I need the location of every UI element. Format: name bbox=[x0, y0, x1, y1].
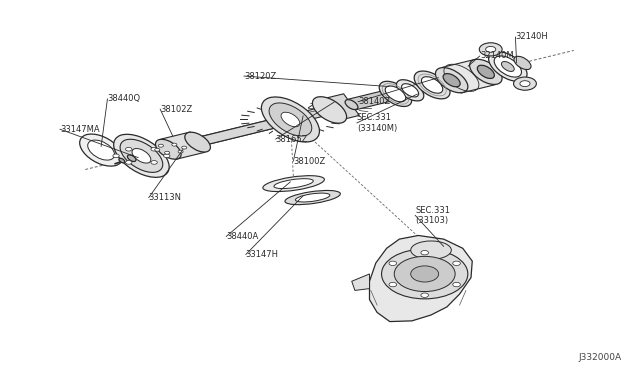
Ellipse shape bbox=[120, 139, 163, 172]
Circle shape bbox=[125, 147, 132, 151]
Text: J332000A: J332000A bbox=[578, 353, 621, 362]
Ellipse shape bbox=[494, 56, 522, 77]
Text: 33147MA: 33147MA bbox=[60, 125, 99, 134]
Ellipse shape bbox=[261, 97, 319, 142]
Polygon shape bbox=[195, 115, 293, 146]
Ellipse shape bbox=[312, 97, 347, 123]
Polygon shape bbox=[161, 132, 205, 159]
Ellipse shape bbox=[296, 193, 330, 202]
Ellipse shape bbox=[396, 80, 424, 101]
Text: 33113N: 33113N bbox=[148, 193, 182, 202]
Polygon shape bbox=[442, 59, 495, 93]
Ellipse shape bbox=[132, 148, 151, 163]
Ellipse shape bbox=[80, 134, 122, 166]
Circle shape bbox=[486, 46, 496, 52]
Circle shape bbox=[452, 282, 460, 287]
Text: 38100Z: 38100Z bbox=[293, 157, 326, 166]
Circle shape bbox=[164, 154, 170, 158]
Circle shape bbox=[421, 293, 429, 297]
Ellipse shape bbox=[514, 56, 531, 70]
Ellipse shape bbox=[274, 179, 314, 189]
Ellipse shape bbox=[385, 86, 406, 102]
Ellipse shape bbox=[380, 81, 412, 106]
Circle shape bbox=[113, 154, 119, 158]
Ellipse shape bbox=[479, 43, 502, 56]
Circle shape bbox=[155, 148, 160, 151]
Ellipse shape bbox=[421, 77, 443, 93]
Text: 38165Z: 38165Z bbox=[276, 135, 308, 144]
Polygon shape bbox=[322, 94, 360, 121]
Polygon shape bbox=[352, 274, 369, 291]
Ellipse shape bbox=[114, 134, 169, 177]
Ellipse shape bbox=[411, 241, 451, 259]
Polygon shape bbox=[170, 68, 489, 152]
Ellipse shape bbox=[119, 158, 125, 163]
Text: 38440A: 38440A bbox=[226, 232, 259, 241]
Ellipse shape bbox=[470, 59, 502, 84]
Circle shape bbox=[158, 144, 163, 147]
Circle shape bbox=[164, 151, 170, 154]
Ellipse shape bbox=[345, 100, 358, 110]
Circle shape bbox=[125, 161, 132, 164]
Ellipse shape bbox=[281, 112, 300, 127]
Ellipse shape bbox=[513, 77, 536, 90]
Ellipse shape bbox=[127, 155, 136, 161]
Ellipse shape bbox=[477, 65, 494, 78]
Ellipse shape bbox=[435, 68, 468, 93]
Ellipse shape bbox=[269, 103, 312, 136]
Text: SEC.331
(33140M): SEC.331 (33140M) bbox=[356, 113, 397, 133]
Circle shape bbox=[421, 250, 429, 255]
Circle shape bbox=[151, 161, 157, 164]
Text: 38102Z: 38102Z bbox=[160, 105, 193, 113]
Circle shape bbox=[411, 266, 438, 282]
Text: 33147H: 33147H bbox=[246, 250, 279, 259]
Text: SEC.331
(33103): SEC.331 (33103) bbox=[415, 206, 450, 225]
Ellipse shape bbox=[443, 74, 460, 87]
Ellipse shape bbox=[168, 144, 179, 152]
Text: 32140M: 32140M bbox=[480, 51, 513, 60]
Ellipse shape bbox=[285, 190, 340, 205]
Ellipse shape bbox=[156, 140, 181, 159]
Circle shape bbox=[182, 146, 187, 149]
Circle shape bbox=[394, 256, 455, 292]
Circle shape bbox=[520, 81, 530, 87]
Polygon shape bbox=[348, 90, 392, 110]
Ellipse shape bbox=[263, 176, 324, 192]
Circle shape bbox=[381, 249, 468, 299]
Ellipse shape bbox=[501, 61, 514, 71]
Circle shape bbox=[172, 143, 177, 146]
Text: 38140Z: 38140Z bbox=[358, 97, 390, 106]
Circle shape bbox=[178, 150, 183, 153]
Text: 32140H: 32140H bbox=[515, 32, 548, 41]
Text: 38440Q: 38440Q bbox=[108, 94, 141, 103]
Text: 38120Z: 38120Z bbox=[244, 71, 276, 81]
Polygon shape bbox=[369, 235, 472, 321]
Ellipse shape bbox=[488, 52, 527, 81]
Ellipse shape bbox=[481, 68, 491, 76]
Ellipse shape bbox=[185, 132, 211, 152]
Circle shape bbox=[151, 147, 157, 151]
Ellipse shape bbox=[401, 84, 419, 97]
Circle shape bbox=[389, 261, 397, 266]
Ellipse shape bbox=[414, 71, 450, 99]
Ellipse shape bbox=[88, 140, 115, 160]
Circle shape bbox=[389, 282, 397, 287]
Circle shape bbox=[452, 261, 460, 266]
